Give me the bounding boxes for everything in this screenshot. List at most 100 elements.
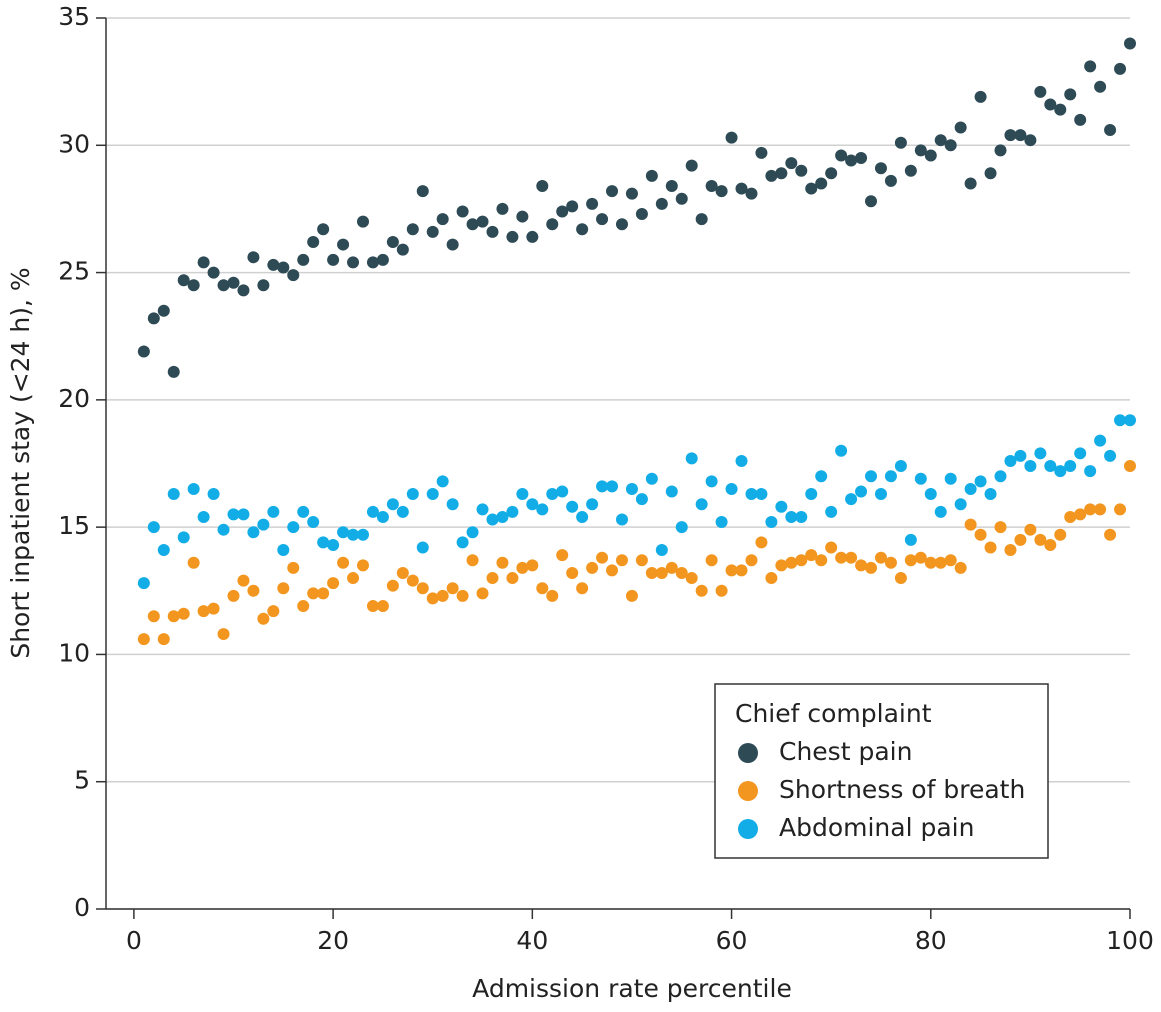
point: [924, 149, 937, 162]
point: [476, 587, 489, 600]
x-tick-label: 80: [915, 926, 947, 955]
point: [725, 131, 738, 144]
point: [735, 182, 748, 195]
point: [317, 587, 330, 600]
series: [137, 460, 1136, 646]
point: [954, 121, 967, 134]
point: [606, 185, 619, 198]
point: [665, 180, 678, 193]
point: [506, 505, 519, 518]
point: [1104, 449, 1117, 462]
point: [446, 498, 459, 511]
point: [347, 572, 360, 585]
point: [665, 485, 678, 498]
point: [964, 518, 977, 531]
point: [157, 304, 170, 317]
point: [307, 236, 320, 249]
legend-marker: [738, 781, 758, 801]
point: [984, 541, 997, 554]
point: [1054, 528, 1067, 541]
point: [1064, 510, 1077, 523]
point: [267, 605, 280, 618]
point: [715, 185, 728, 198]
point: [665, 561, 678, 574]
point: [496, 202, 509, 215]
point: [596, 480, 609, 493]
point: [366, 600, 379, 613]
point: [625, 187, 638, 200]
point: [685, 572, 698, 585]
point: [964, 177, 977, 190]
point: [566, 500, 579, 513]
point: [167, 488, 180, 501]
point: [874, 551, 887, 564]
x-tick-label: 0: [126, 926, 142, 955]
point: [934, 134, 947, 147]
point: [944, 554, 957, 567]
point: [984, 488, 997, 501]
point: [954, 561, 967, 574]
point: [347, 528, 360, 541]
point: [865, 561, 878, 574]
point: [277, 544, 290, 557]
point: [1034, 533, 1047, 546]
point: [257, 279, 270, 292]
point: [1104, 528, 1117, 541]
point: [217, 279, 230, 292]
point: [157, 633, 170, 646]
y-tick-label: 10: [58, 638, 90, 667]
point: [835, 149, 848, 162]
point: [695, 584, 708, 597]
point: [884, 174, 897, 187]
series: [137, 37, 1136, 378]
point: [317, 223, 330, 236]
point: [805, 549, 818, 562]
point: [914, 144, 927, 157]
point: [914, 551, 927, 564]
point: [177, 607, 190, 620]
legend-title: Chief complaint: [735, 699, 932, 728]
point: [785, 157, 798, 170]
point: [884, 556, 897, 569]
point: [815, 177, 828, 190]
point: [795, 510, 808, 523]
point: [655, 197, 668, 210]
point: [755, 536, 768, 549]
point: [436, 475, 449, 488]
point: [596, 551, 609, 564]
point: [1084, 503, 1097, 516]
point: [1064, 88, 1077, 101]
point: [347, 256, 360, 269]
point: [1094, 434, 1107, 447]
point: [327, 577, 340, 590]
point: [615, 218, 628, 231]
point: [994, 521, 1007, 534]
point: [1044, 460, 1057, 473]
point: [526, 230, 539, 243]
point: [546, 488, 559, 501]
point: [576, 582, 589, 595]
point: [137, 633, 150, 646]
point: [1104, 124, 1117, 137]
point: [645, 566, 658, 579]
point: [287, 269, 300, 282]
point: [695, 213, 708, 226]
point: [247, 526, 260, 539]
point: [237, 508, 250, 521]
point: [426, 488, 439, 501]
point: [855, 152, 868, 165]
point: [337, 556, 350, 569]
point: [446, 582, 459, 595]
point: [705, 475, 718, 488]
point: [157, 544, 170, 557]
point: [765, 516, 778, 529]
point: [964, 482, 977, 495]
point: [1084, 465, 1097, 478]
point: [795, 164, 808, 177]
point: [297, 600, 310, 613]
point: [1034, 447, 1047, 460]
point: [307, 516, 320, 529]
point: [386, 498, 399, 511]
point: [745, 187, 758, 200]
